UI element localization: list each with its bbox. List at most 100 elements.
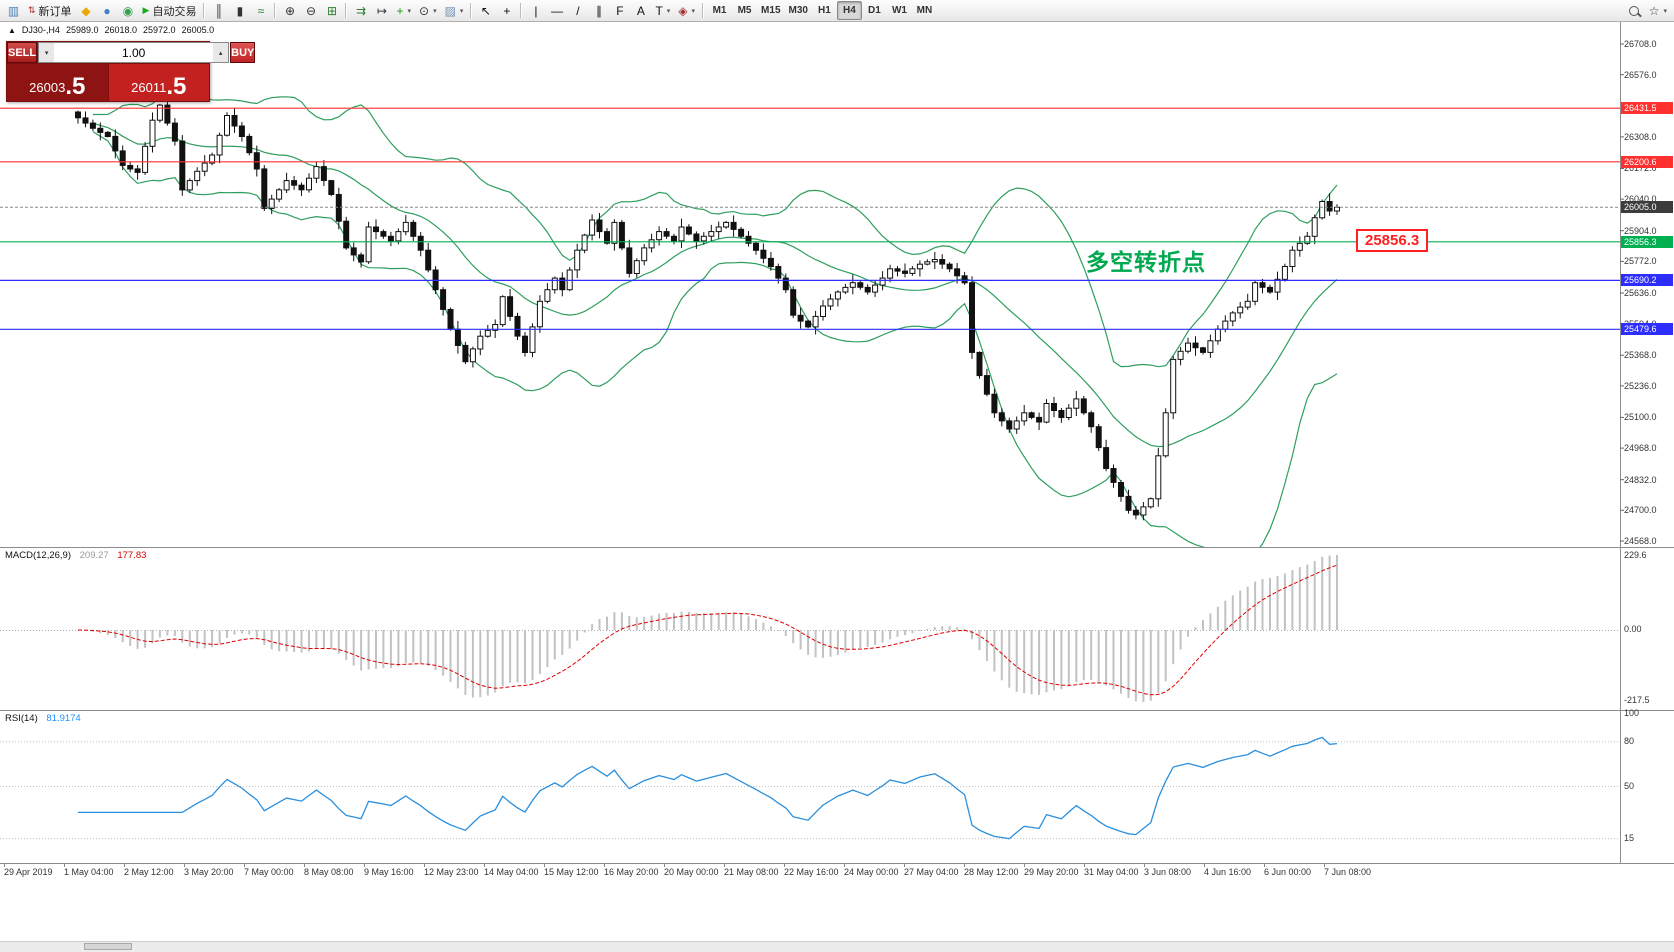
autotrading-button[interactable]: ▶ 自动交易 — [139, 1, 201, 20]
timeframe-h1[interactable]: H1 — [812, 1, 837, 20]
metaquotes-icon[interactable]: ◆ — [76, 1, 97, 20]
templates-button[interactable]: ▨ ▾ — [441, 1, 468, 20]
time-axis-label: 27 May 04:00 — [904, 867, 959, 877]
search-button[interactable] — [1624, 1, 1645, 20]
periods-button[interactable]: ⊙ ▾ — [415, 1, 441, 20]
sell-price-main: 26003 — [29, 79, 66, 95]
dropdown-caret-icon: ▾ — [691, 7, 696, 15]
buy-button[interactable]: BUY — [230, 42, 256, 63]
rsi-scale-50: 50 — [1624, 781, 1635, 791]
autotrading-button-label: 自动交易 — [152, 5, 197, 18]
dropdown-caret-icon: ▾ — [666, 7, 671, 15]
toolbar-separator — [520, 3, 523, 18]
price-axis-label: 26576.0 — [1624, 69, 1657, 80]
time-axis-label: 1 May 04:00 — [64, 867, 114, 877]
horizontal-line-icon[interactable]: — — [546, 1, 567, 20]
price-level-tag: 25690.2 — [1621, 274, 1673, 287]
time-axis[interactable]: 29 Apr 2019 1 May 04:00 2 May 12:00 3 May 2… — [0, 864, 1620, 883]
macd-indicator-label: MACD(12,26,9) 209.27 177.83 — [5, 550, 146, 561]
text-label-icon-glyph: T — [655, 3, 663, 18]
time-axis-label: 8 May 08:00 — [304, 867, 354, 877]
sell-price-frac: .5 — [65, 73, 86, 101]
timeframe-m5[interactable]: M5 — [732, 1, 757, 20]
trendline-icon[interactable]: / — [567, 1, 588, 20]
tile-windows-icon-glyph: ⊞ — [326, 3, 337, 18]
crosshair-icon-glyph: + — [503, 3, 511, 18]
vertical-line-icon[interactable]: | — [525, 1, 546, 20]
buy-price-frac: .5 — [166, 73, 187, 101]
time-axis-label: 3 May 20:00 — [184, 867, 234, 877]
time-axis-label: 9 May 16:00 — [364, 867, 414, 877]
chart-shift-icon-glyph: ↦ — [376, 3, 387, 18]
timeframe-w1[interactable]: W1 — [887, 1, 912, 20]
zoom-out-icon[interactable]: ⊖ — [300, 1, 321, 20]
line-chart-icon[interactable]: ≈ — [250, 1, 271, 20]
profile-icon[interactable]: ● — [97, 1, 118, 20]
timeframe-m1[interactable]: M1 — [707, 1, 732, 20]
volume-down-button[interactable]: ▾ — [39, 43, 55, 62]
macd-title-text: MACD(12,26,9) — [5, 550, 71, 561]
timeframe-h4[interactable]: H4 — [836, 1, 862, 20]
new-order-button[interactable]: ⇅ 新订单 — [24, 1, 76, 20]
time-axis-label: 16 May 20:00 — [604, 867, 659, 877]
time-axis-label: 29 Apr 2019 — [4, 867, 53, 877]
arrows-icon-glyph: ◈ — [678, 3, 688, 18]
timeframe-d1[interactable]: D1 — [862, 1, 887, 20]
time-axis-label: 7 May 00:00 — [244, 867, 294, 877]
price-axis-label: 25368.0 — [1624, 350, 1657, 361]
buy-price-display[interactable]: 26011 .5 — [108, 64, 209, 101]
arrows-icon[interactable]: ◈ ▾ — [674, 1, 699, 20]
price-axis[interactable]: 26708.0 26576.0 26308.0 26172.0 26040.0 25904… — [1620, 22, 1674, 884]
fibonacci-icon-glyph: F — [616, 3, 624, 18]
time-axis-label: 2 May 12:00 — [124, 867, 174, 877]
price-axis-label: 25772.0 — [1624, 256, 1657, 267]
tile-windows-icon[interactable]: ⊞ — [321, 1, 342, 20]
volume-up-button[interactable]: ▴ — [213, 43, 229, 62]
new-chart-icon-glyph: ▥ — [7, 3, 20, 18]
time-axis-label: 6 Jun 00:00 — [1264, 867, 1312, 877]
search-icon — [1629, 5, 1640, 16]
time-axis-label: 7 Jun 08:00 — [1324, 867, 1372, 877]
timeframe-m30[interactable]: M30 — [785, 1, 812, 20]
channel-icon[interactable]: ∥ — [588, 1, 609, 20]
add-indicator-button[interactable]: + ▾ — [392, 1, 415, 20]
chart-plot-area[interactable] — [0, 22, 1620, 863]
sell-price-display[interactable]: 26003 .5 — [7, 64, 108, 101]
zoom-out-icon-glyph: ⊖ — [305, 3, 316, 18]
favorites-button[interactable]: ☆ ▾ — [1645, 1, 1671, 20]
price-level-tag: 25856.3 — [1621, 235, 1673, 248]
rsi-scale-100: 100 — [1624, 708, 1640, 718]
timeframe-m15[interactable]: M15 — [757, 1, 784, 20]
ohlc-open: 25989.0 — [65, 25, 99, 35]
price-callout-box[interactable]: 25856.3 — [1356, 229, 1429, 252]
auto-scroll-icon[interactable]: ⇉ — [350, 1, 371, 20]
ohlc-high: 26018.0 — [104, 25, 138, 35]
chart-text-annotation[interactable]: 多空转折点 — [1086, 249, 1206, 275]
candlestick-chart-icon[interactable]: ▮ — [229, 1, 250, 20]
timeframe-mn[interactable]: MN — [912, 1, 937, 20]
time-axis-label: 31 May 04:00 — [1084, 867, 1139, 877]
sell-button[interactable]: SELL — [7, 42, 38, 63]
one-click-trading-panel: SELL ▾ ▴ BUY 26003 .5 26011 .5 — [6, 41, 256, 102]
one-click-collapse-icon[interactable]: ▲ — [8, 25, 16, 35]
bar-chart-icon[interactable]: ║ — [208, 1, 229, 20]
fibonacci-icon[interactable]: F — [609, 1, 630, 20]
community-icon[interactable]: ◉ — [118, 1, 139, 20]
toolbar: ▥ ⇅ 新订单 ◆ ● ◉ ▶ 自动交易 ║ ▮ ≈ ⊕ ⊖ ⊞ ⇉ ↦ + ▾ ⊙ ▾ ▨ ▾ ↖ + | — / ∥ F A T ▾ ◈ ▾ M… — [0, 0, 1674, 22]
text-icon[interactable]: A — [630, 1, 651, 20]
zoom-in-icon[interactable]: ⊕ — [279, 1, 300, 20]
horizontal-line-icon-glyph: — — [550, 3, 563, 18]
autotrading-button-icon: ▶ — [142, 5, 150, 15]
crosshair-icon[interactable]: + — [496, 1, 517, 20]
cursor-icon[interactable]: ↖ — [475, 1, 496, 20]
horizontal-scrollbar-thumb[interactable] — [84, 943, 132, 950]
profile-icon-glyph: ● — [103, 3, 111, 18]
candlestick-chart-icon-glyph: ▮ — [236, 3, 244, 18]
chart-shift-icon[interactable]: ↦ — [371, 1, 392, 20]
new-chart-icon[interactable]: ▥ — [3, 1, 24, 20]
volume-input[interactable] — [54, 43, 214, 62]
text-label-icon[interactable]: T ▾ — [651, 1, 674, 20]
macd-scale-zero: 0.00 — [1624, 624, 1642, 634]
price-axis-label: 26708.0 — [1624, 39, 1657, 49]
dropdown-caret-icon: ▾ — [1663, 7, 1667, 15]
